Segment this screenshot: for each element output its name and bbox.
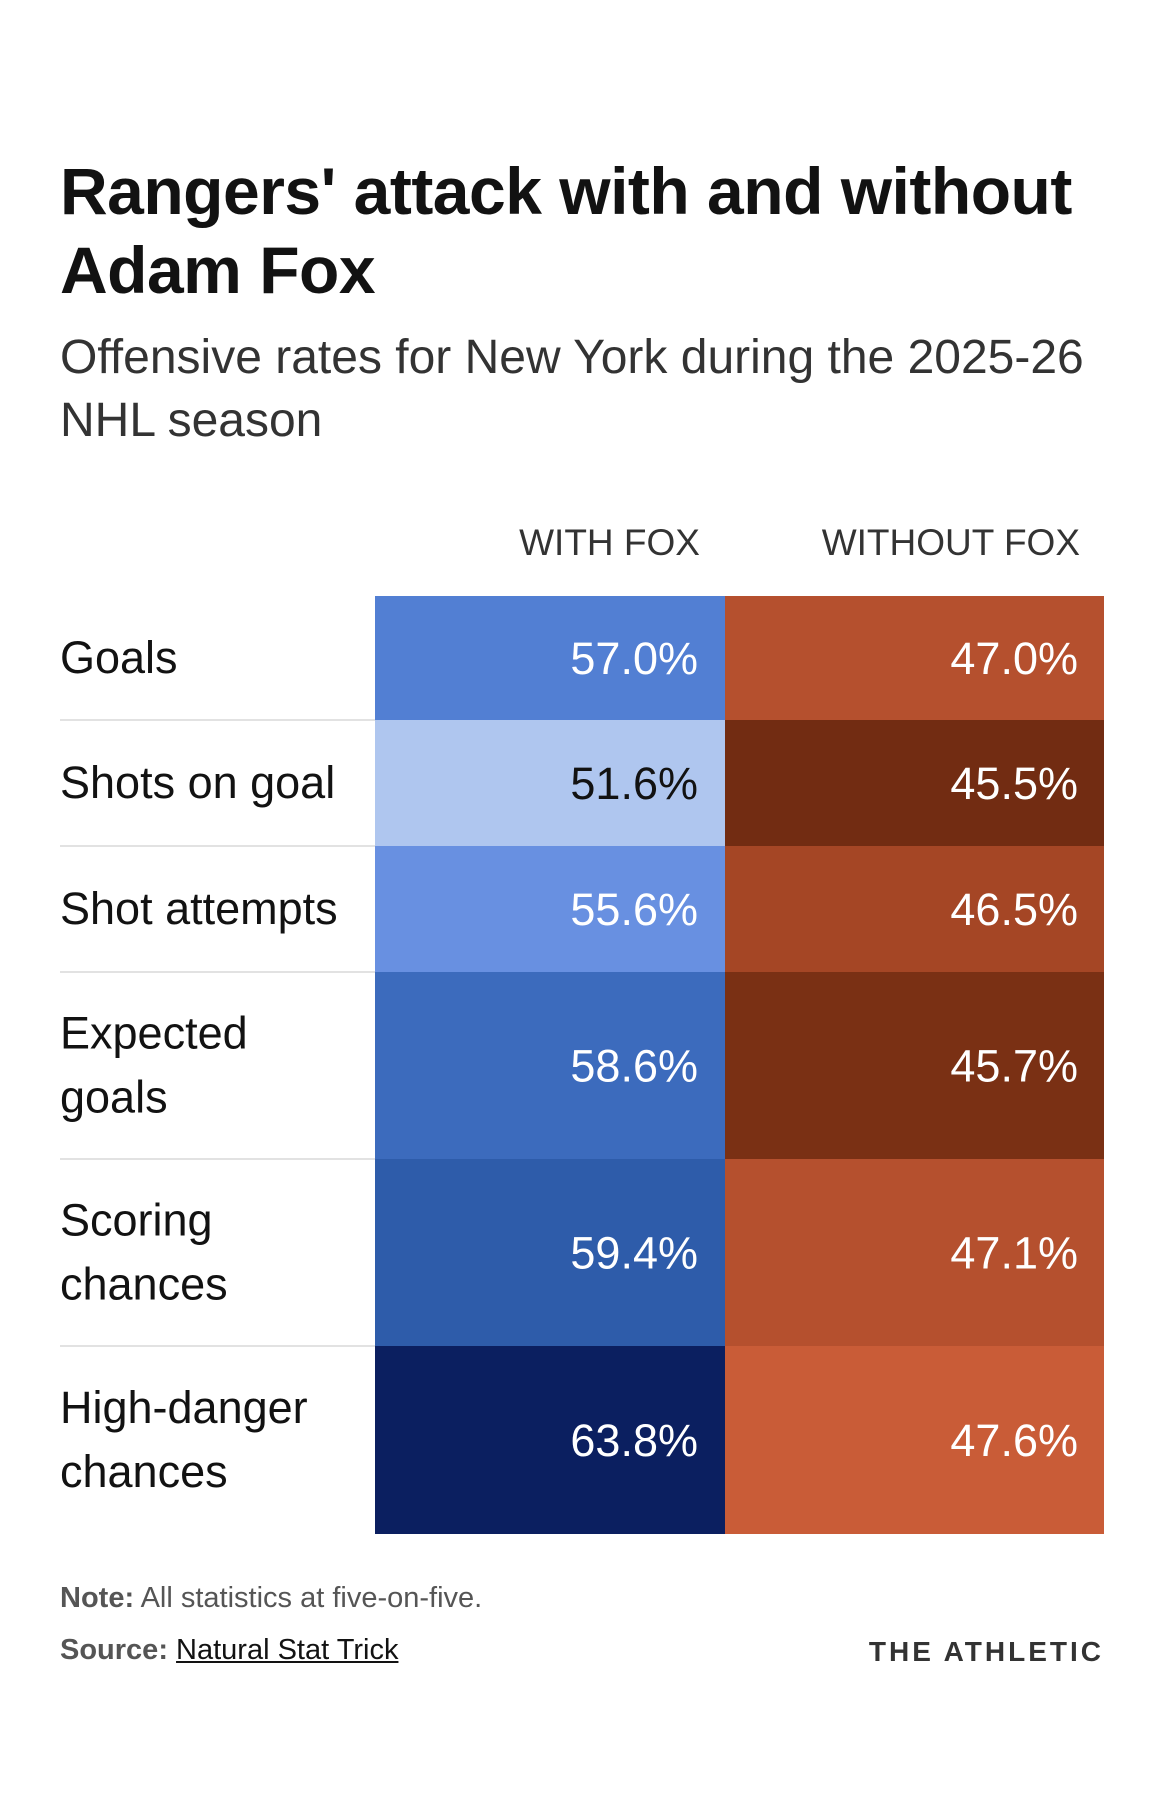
cell-without-fox xyxy=(725,972,1104,1159)
cell-with-fox xyxy=(375,720,725,846)
row-label: Shots on goal xyxy=(60,757,335,808)
row-label: Expected goals xyxy=(60,1008,248,1123)
chart-subtitle: Offensive rates for New York during the … xyxy=(60,331,1084,447)
cell-with-fox xyxy=(375,1159,725,1346)
chart-title: Rangers' attack with and without Adam Fo… xyxy=(60,154,1072,307)
cell-without-fox xyxy=(725,1346,1104,1534)
value-without-fox: 47.6% xyxy=(950,1415,1078,1466)
column-header-with-fox: WITH FOX xyxy=(519,522,700,563)
value-with-fox: 55.6% xyxy=(570,884,698,935)
row-label: Shot attempts xyxy=(60,883,338,934)
value-without-fox: 47.0% xyxy=(950,633,1078,684)
row-label: High-danger chances xyxy=(60,1382,308,1497)
value-with-fox: 58.6% xyxy=(570,1041,698,1092)
value-without-fox: 46.5% xyxy=(950,884,1078,935)
source-link[interactable]: Natural Stat Trick xyxy=(176,1634,399,1666)
value-without-fox: 47.1% xyxy=(950,1228,1078,1279)
cell-with-fox xyxy=(375,596,725,720)
note-line: Note: All statistics at five-on-five. xyxy=(60,1580,760,1616)
value-without-fox: 45.5% xyxy=(950,758,1078,809)
column-header-without-fox: WITHOUT FOX xyxy=(821,522,1080,563)
cell-with-fox xyxy=(375,846,725,972)
value-with-fox: 59.4% xyxy=(570,1228,698,1279)
cell-without-fox xyxy=(725,596,1104,720)
note-text: All statistics at five-on-five. xyxy=(140,1582,483,1614)
source-label: Source: xyxy=(60,1634,168,1666)
cell-with-fox xyxy=(375,1346,725,1534)
note-label: Note: xyxy=(60,1582,135,1614)
cell-without-fox xyxy=(725,720,1104,846)
row-label: Goals xyxy=(60,632,178,683)
value-with-fox: 51.6% xyxy=(570,758,698,809)
cell-without-fox xyxy=(725,1159,1104,1346)
cell-with-fox xyxy=(375,972,725,1159)
value-without-fox: 45.7% xyxy=(950,1041,1078,1092)
cell-without-fox xyxy=(725,846,1104,972)
value-with-fox: 57.0% xyxy=(570,633,698,684)
source-line: Source: Natural Stat Trick xyxy=(60,1632,760,1668)
row-label: Scoring chances xyxy=(60,1195,228,1310)
brand-logo: THE ATHLETIC xyxy=(868,1636,1104,1667)
value-with-fox: 63.8% xyxy=(570,1415,698,1466)
